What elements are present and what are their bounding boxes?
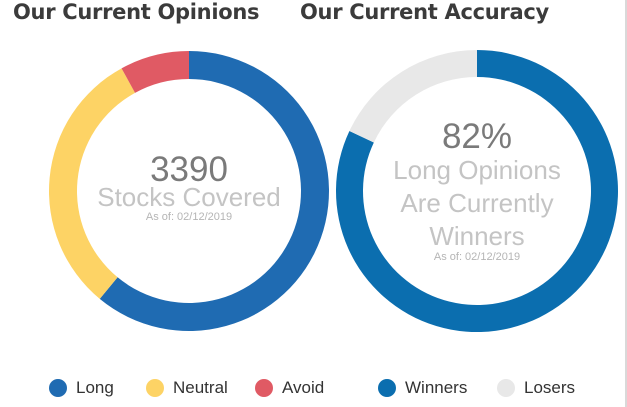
accuracy-label-line-2: Are Currently — [400, 188, 553, 218]
donut-slice-avoid[interactable] — [121, 51, 189, 93]
donut-slice-long[interactable] — [99, 51, 329, 331]
legend-swatch-neutral — [146, 379, 164, 397]
legend-label-avoid: Avoid — [282, 378, 325, 397]
legend-item-winners[interactable]: Winners — [378, 377, 467, 399]
opinions-donut — [48, 51, 329, 331]
stocks-covered-count: 3390 — [150, 150, 228, 189]
legend-swatch-avoid — [255, 379, 273, 397]
right-edge-divider — [625, 0, 627, 407]
legend-label-losers: Losers — [524, 378, 576, 397]
opinions-as-of-date: As of: 02/12/2019 — [146, 211, 232, 223]
legend-label-neutral: Neutral — [173, 378, 228, 397]
accuracy-label-line-1: Long Opinions — [393, 155, 561, 185]
accuracy-percent: 82% — [442, 117, 512, 156]
legend-item-neutral[interactable]: Neutral — [146, 377, 228, 399]
stocks-covered-label: Stocks Covered — [97, 182, 281, 212]
donut-slice-neutral[interactable] — [48, 68, 136, 299]
legend-item-avoid[interactable]: Avoid — [255, 377, 324, 399]
legend-label-winners: Winners — [405, 378, 468, 397]
legend-label-long: Long — [76, 378, 114, 397]
legend-item-losers[interactable]: Losers — [497, 377, 575, 399]
donut-slice-losers[interactable] — [349, 50, 477, 143]
legend-swatch-losers — [497, 379, 515, 397]
accuracy-as-of-date: As of: 02/12/2019 — [434, 251, 520, 263]
accuracy-label-line-3: Winners — [429, 221, 524, 251]
accuracy-donut — [335, 50, 618, 332]
legend-item-long[interactable]: Long — [49, 377, 114, 399]
opinions-chart-title: Our Current Opinions — [13, 0, 260, 24]
legend-swatch-long — [49, 379, 67, 397]
legend-swatch-winners — [378, 379, 396, 397]
accuracy-chart-title: Our Current Accuracy — [300, 0, 549, 24]
